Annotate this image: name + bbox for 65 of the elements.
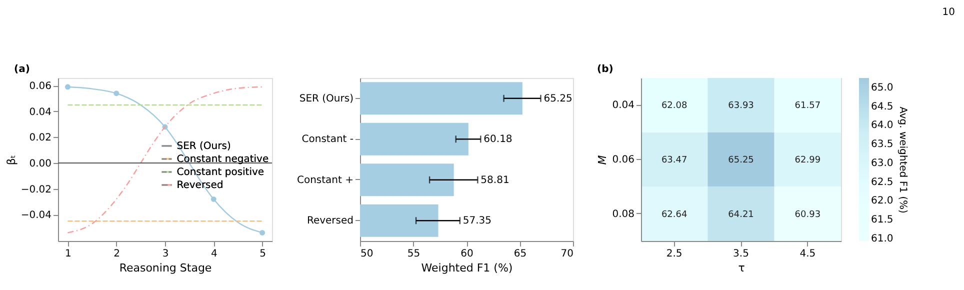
y-tick-label: 0.06 [612, 154, 634, 166]
y-tick-label: Constant + [296, 174, 354, 186]
x-tick-label: 2.5 [666, 248, 682, 260]
legend-label: Constant negative [176, 154, 269, 165]
text: 10 [942, 7, 955, 18]
y-tick-label: 0.02 [29, 132, 52, 144]
y-tick-label: Reversed [306, 216, 354, 227]
data-label: 62.99 [794, 156, 821, 166]
x-tick-label: 50 [360, 248, 374, 260]
color-bar-label: 62.5 [871, 176, 894, 188]
x-tick-label: 55 [407, 248, 420, 260]
x-tick-label: 4 [210, 248, 218, 260]
legend-label: Reversed [176, 180, 224, 191]
point [260, 230, 266, 236]
x-axis-title: Reasoning Stage [119, 262, 212, 274]
color-bar-label: 61.0 [871, 233, 894, 244]
color-bar-label: 63.0 [871, 158, 894, 169]
y-tick-label: 0.04 [29, 106, 52, 118]
x-tick-label: 3.5 [733, 248, 749, 260]
y-tick-label: 0.08 [612, 208, 634, 220]
data-label: 63.47 [661, 156, 688, 166]
y-tick-label: 0.06 [29, 81, 52, 92]
point [64, 84, 70, 90]
x-tick-label: 2 [114, 248, 120, 260]
color-bar-title: Avg. weighted F1 (%) [897, 106, 908, 214]
x-tick-label: 3 [162, 248, 169, 260]
color-bar-label: 62.0 [871, 196, 894, 207]
x-tick-label: 4.5 [800, 248, 816, 260]
data-label: 60.18 [484, 134, 512, 146]
x-tick-label: 1 [65, 248, 72, 260]
data-label: 61.57 [794, 101, 821, 112]
y-axis-title: βₜ [4, 154, 18, 166]
data-label: 62.64 [661, 210, 688, 220]
legend-label: SER (Ours) [176, 140, 231, 152]
x-tick-label: 65 [514, 248, 527, 260]
point [210, 196, 216, 202]
y-tick-label: −0.02 [20, 184, 52, 196]
y-tick-label: 0.04 [612, 100, 634, 112]
x-tick-label: 70 [560, 248, 574, 260]
data-label: 60.93 [794, 210, 821, 220]
data-label: 64.21 [728, 210, 754, 220]
color-bar-label: 63.5 [871, 139, 894, 150]
y-tick-label: 0.00 [29, 158, 52, 170]
data-label: 62.08 [661, 101, 688, 112]
chart-title: (a) [14, 64, 30, 75]
legend-label: Constant positive [176, 166, 264, 178]
color-bar-label: 64.0 [871, 120, 894, 132]
x-tick-label: 60 [460, 248, 474, 260]
x-axis-title: τ [738, 262, 746, 274]
x-axis-title: Weighted F1 (%) [421, 262, 513, 274]
data-label: 63.93 [728, 101, 754, 112]
data-label: 58.81 [480, 174, 510, 186]
data-label: 65.25 [544, 93, 572, 104]
color-bar-label: 61.5 [871, 214, 894, 226]
y-tick-label: SER (Ours) [299, 93, 354, 104]
chart-title: (b) [597, 64, 614, 75]
color-bar-label: 65.0 [871, 82, 894, 94]
color-bar-label: 64.5 [871, 101, 894, 112]
data-label: 65.25 [728, 156, 754, 166]
y-tick-label: Constant - [302, 134, 354, 146]
point [114, 90, 120, 96]
y-axis-title: M [596, 154, 610, 165]
y-tick-label: −0.04 [20, 210, 52, 222]
x-tick-label: 5 [260, 248, 266, 260]
data-label: 57.35 [462, 216, 492, 227]
